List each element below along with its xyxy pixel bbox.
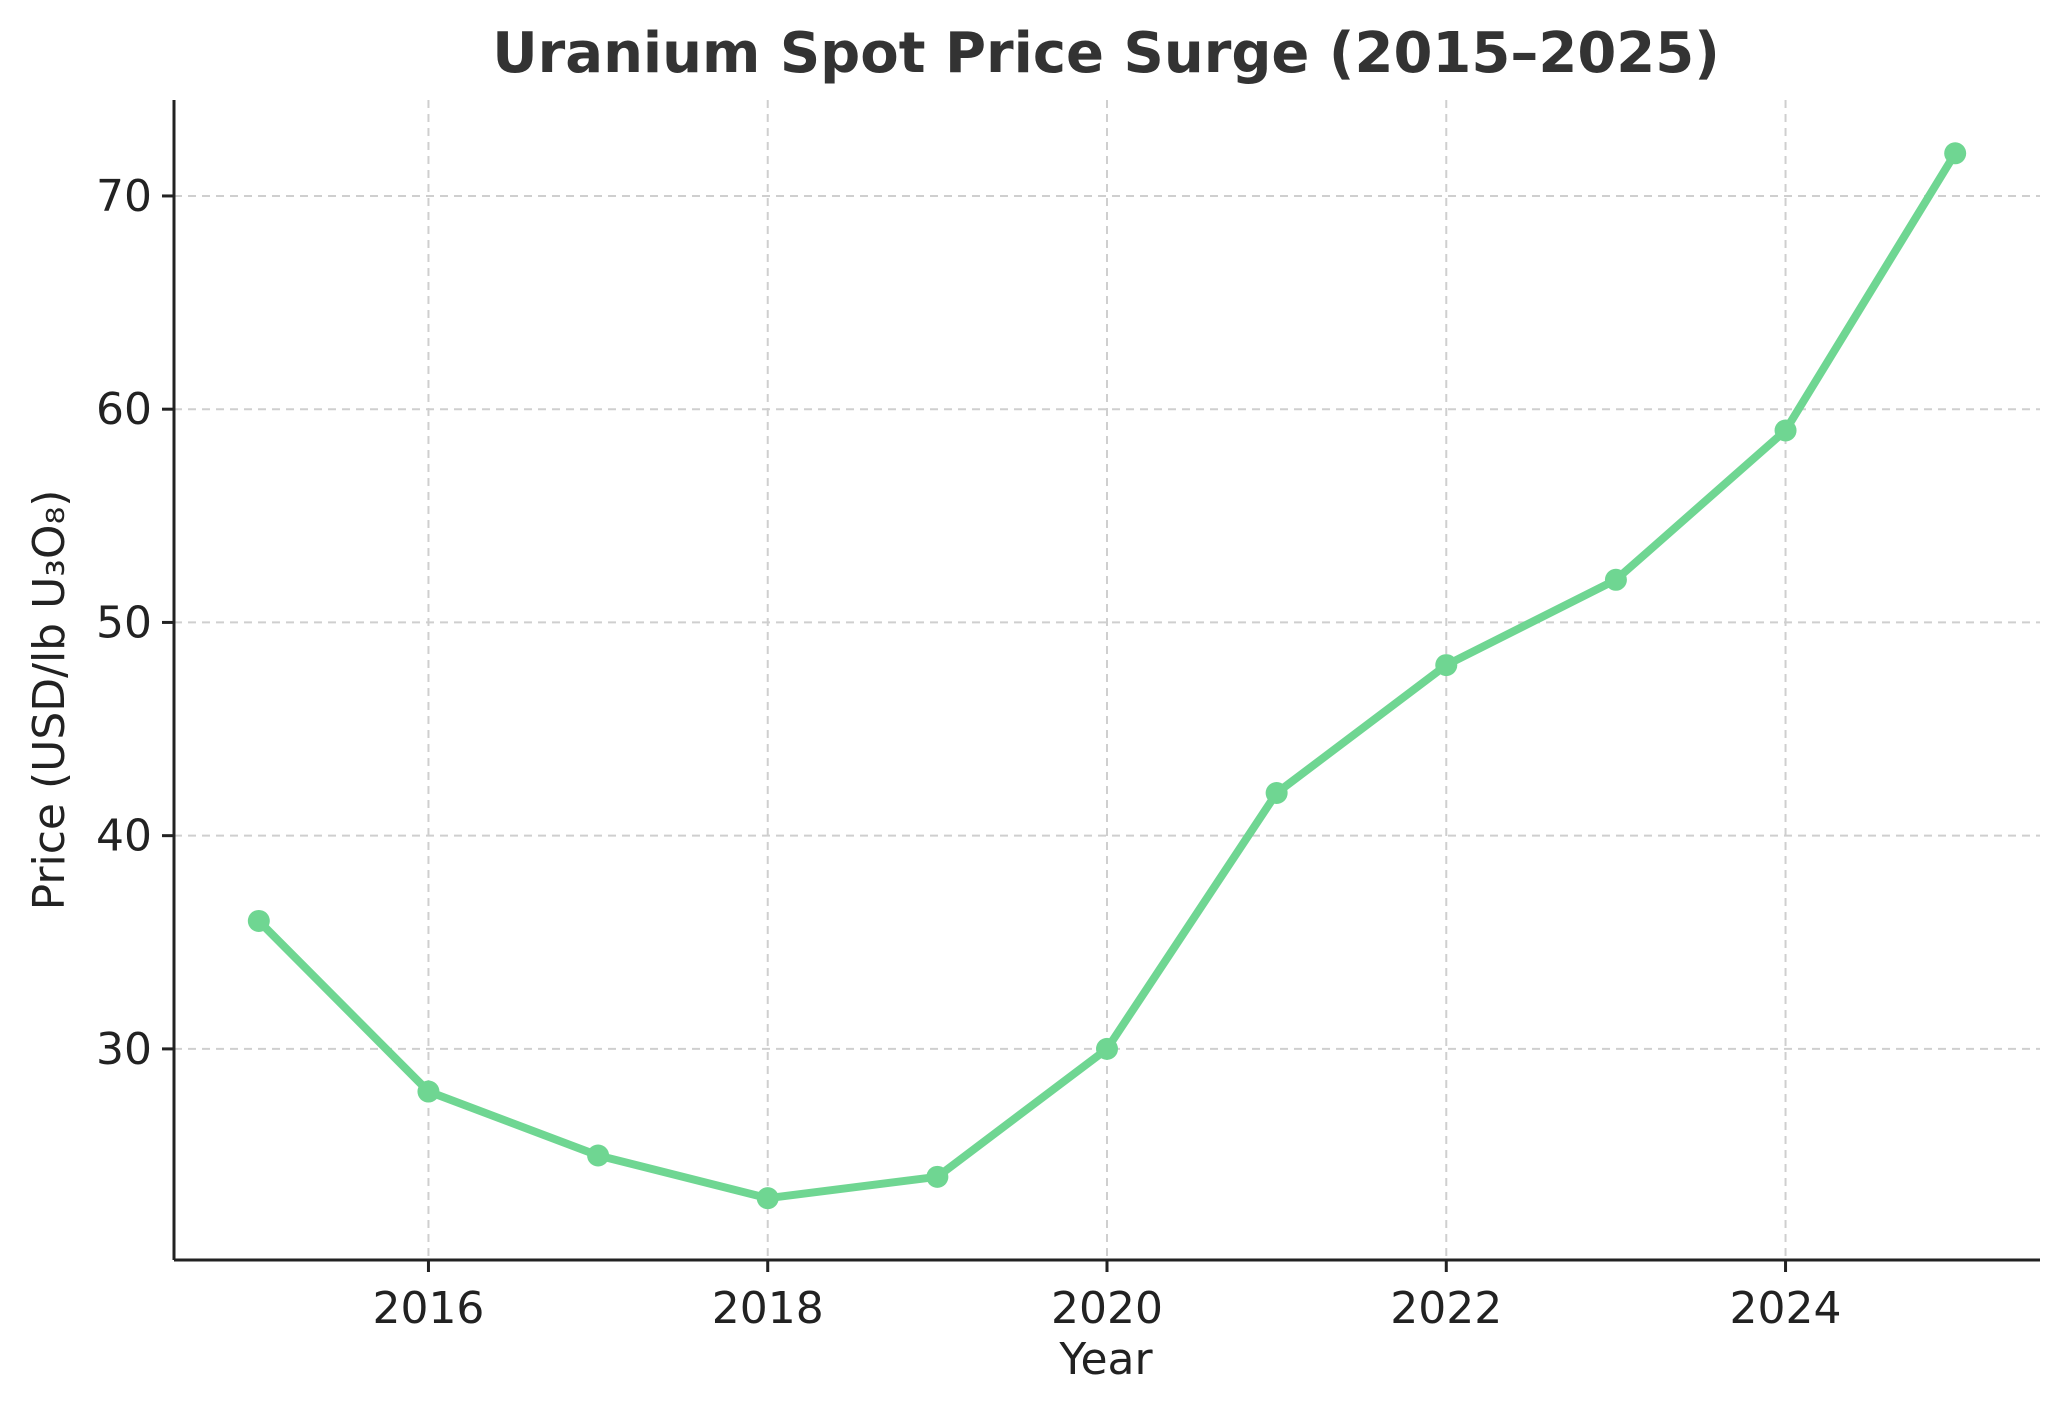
data-point [1435,654,1458,677]
data-point [1604,568,1627,591]
y-tick-label: 50 [96,597,152,648]
data-point [926,1165,949,1188]
axes [162,100,2040,1272]
x-tick-label: 2016 [372,1283,484,1334]
chart-title: Uranium Spot Price Surge (2015–2025) [492,21,1720,86]
data-point [1944,142,1967,165]
x-tick-label: 2018 [712,1283,824,1334]
y-tick-label: 40 [96,811,152,862]
data-point [587,1144,610,1167]
tick-labels: 2016 2018 2020 2022 2024 30 40 50 60 70 [96,171,1842,1334]
data-point [1265,782,1288,805]
x-tick-label: 2022 [1390,1283,1502,1334]
y-axis-label: Price (USD/lb U₃O₈) [24,490,75,911]
data-point [1774,419,1797,442]
y-tick-label: 70 [96,171,152,222]
x-axis-label: Year [1058,1334,1153,1385]
y-tick-label: 30 [96,1024,152,1075]
x-tick-label: 2024 [1730,1283,1842,1334]
data-point [417,1080,440,1103]
grid [174,100,2040,1260]
data-point [1096,1037,1118,1060]
data-point [247,909,270,932]
x-tick-label: 2020 [1051,1283,1163,1334]
series [247,142,1967,1210]
data-point [756,1187,779,1210]
y-tick-label: 60 [96,384,152,435]
